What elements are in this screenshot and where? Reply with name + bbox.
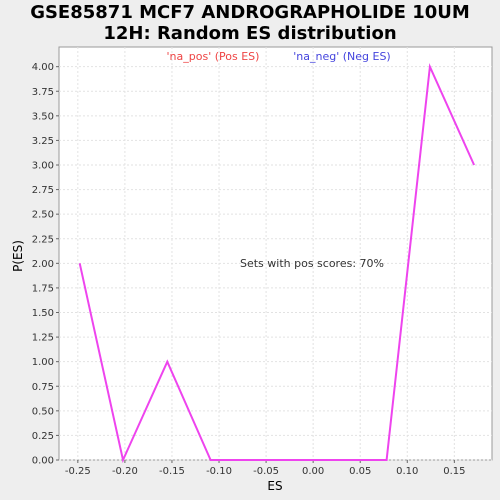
y-axis: 0.00 0.25 0.50 0.75 1.00 1.25 1.50 1.75 2.00 2.25…: [32, 62, 59, 467]
y-tick-label: 2.50: [32, 210, 54, 221]
y-tick-label: 0.50: [32, 406, 54, 417]
x-tick-label: -0.05: [253, 466, 279, 477]
chart-title-line2: 12H: Random ES distribution: [103, 23, 397, 44]
x-axis-title: ES: [267, 479, 282, 493]
x-tick-label: 0.15: [443, 466, 465, 477]
y-tick-label: 4.00: [32, 62, 54, 73]
y-tick-label: 2.75: [32, 185, 54, 196]
y-tick-label: 1.00: [32, 357, 54, 368]
x-tick-label: 0.05: [349, 466, 371, 477]
x-tick-label: -0.25: [65, 466, 91, 477]
y-tick-label: 0.00: [32, 456, 54, 467]
y-tick-label: 3.25: [32, 136, 54, 147]
y-tick-label: 1.75: [32, 283, 54, 294]
grid: [59, 47, 492, 461]
plot-area: [58, 46, 493, 461]
series: [78, 62, 476, 464]
x-tick-label: -0.15: [159, 466, 185, 477]
y-tick-label: 1.50: [32, 308, 54, 319]
y-axis-title: P(ES): [11, 240, 25, 272]
y-tick-label: 2.25: [32, 234, 54, 245]
y-tick-label: 3.50: [32, 111, 54, 122]
y-tick-label: 0.25: [32, 431, 54, 442]
y-tick-label: 1.25: [32, 333, 54, 344]
y-tick-label: 3.00: [32, 161, 54, 172]
x-tick-label: 0.00: [302, 466, 324, 477]
x-tick-label: -0.20: [112, 466, 138, 477]
legend-pos: 'na_pos' (Pos ES): [167, 50, 260, 63]
annotation-pos-scores: Sets with pos scores: 70%: [240, 257, 384, 270]
chart-title-line1: GSE85871 MCF7 ANDROGRAPHOLIDE 10UM: [30, 2, 470, 23]
chart-title: GSE85871 MCF7 ANDROGRAPHOLIDE 10UM 12H: …: [0, 2, 500, 44]
x-tick-label: 0.10: [396, 466, 418, 477]
y-tick-label: 3.75: [32, 87, 54, 98]
series-line: [78, 62, 476, 464]
x-axis: -0.25 -0.20 -0.15 -0.10 -0.05 0.00 0.05 0.10 0.1…: [65, 460, 465, 477]
y-tick-label: 0.75: [32, 382, 54, 393]
legend-neg: 'na_neg' (Neg ES): [293, 50, 390, 63]
x-tick-label: -0.10: [206, 466, 232, 477]
y-tick-label: 2.00: [32, 259, 54, 270]
